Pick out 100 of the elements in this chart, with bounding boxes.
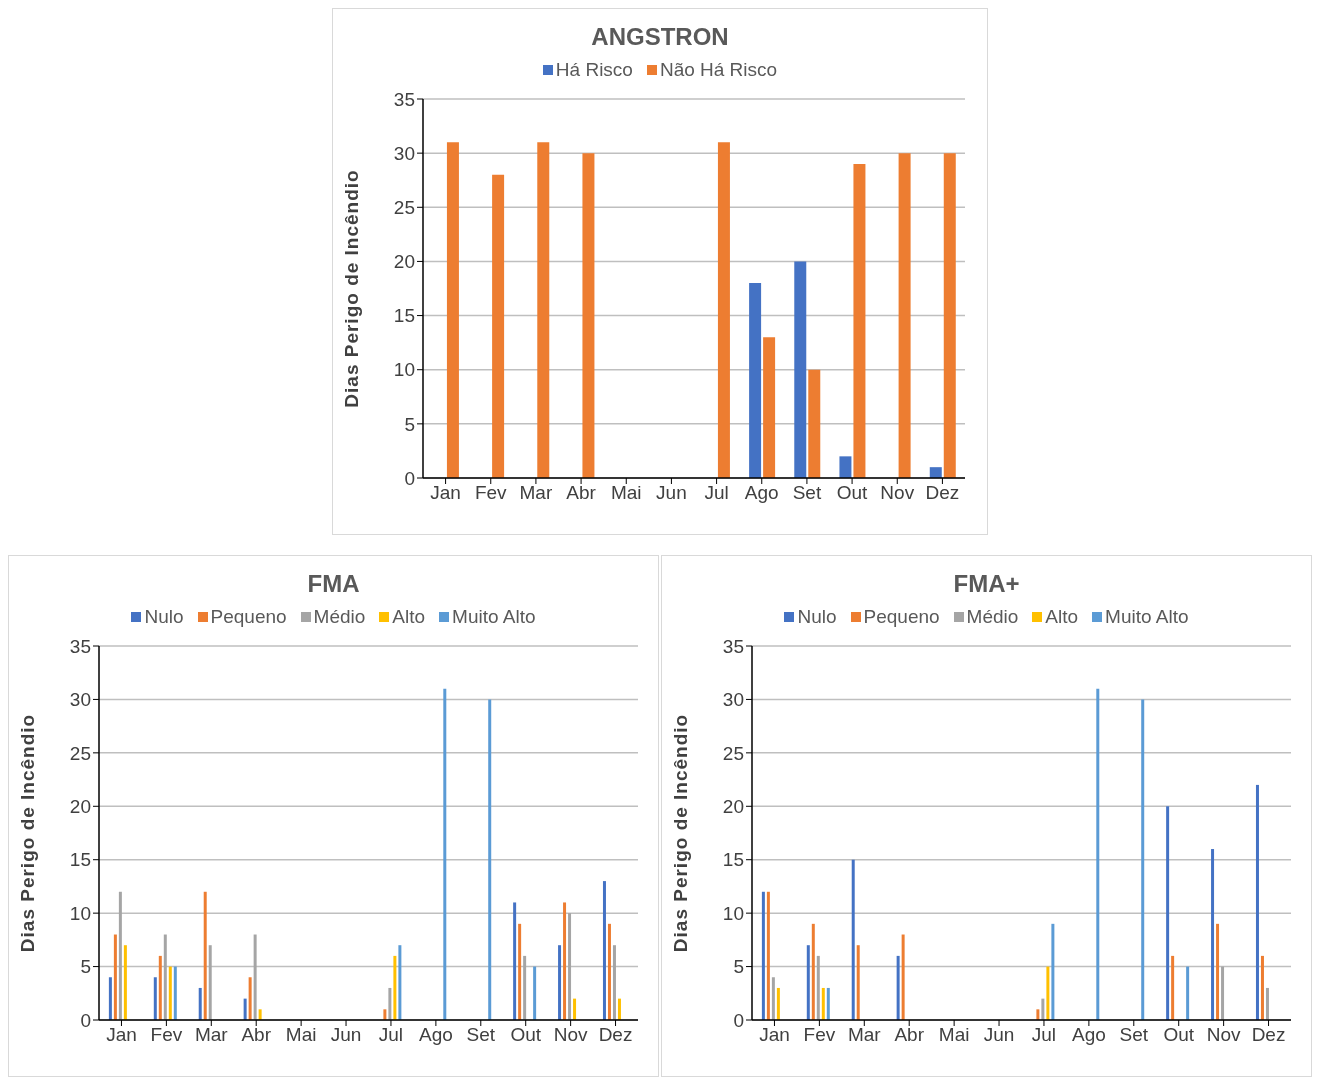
bar	[1046, 966, 1050, 1020]
x-tick-label: Abr	[566, 482, 597, 504]
legend-label: Pequeno	[863, 606, 940, 628]
bar	[617, 998, 621, 1020]
bar	[1216, 923, 1220, 1020]
x-tick-label: Dez	[598, 1024, 633, 1046]
y-tick-label: 30	[722, 689, 744, 711]
bar	[811, 923, 815, 1020]
y-tick-label: 25	[393, 197, 415, 219]
y-tick-label: 15	[69, 849, 91, 871]
x-tick-label: Out	[510, 1024, 542, 1046]
bar	[113, 934, 117, 1020]
y-tick-label: 5	[80, 956, 91, 978]
bar	[582, 153, 595, 478]
x-tick-label: Nov	[880, 482, 915, 504]
legend-label: Médio	[313, 606, 366, 628]
bar	[1265, 987, 1269, 1020]
bar	[203, 891, 207, 1020]
x-tick-label: Ago	[1071, 1024, 1106, 1046]
bar	[607, 923, 611, 1020]
bar	[1171, 955, 1175, 1020]
x-tick-label: Mar	[194, 1024, 229, 1046]
y-axis-title: Dias Perigo de Incêndio	[669, 713, 691, 953]
bar	[443, 688, 447, 1020]
y-tick-label: 5	[733, 956, 744, 978]
chart-title: FMA	[306, 569, 361, 599]
x-tick-label: Jul	[378, 1024, 404, 1046]
x-tick-label: Jan	[106, 1024, 137, 1046]
y-tick-label: 5	[404, 413, 415, 435]
x-tick-label: Jun	[330, 1024, 362, 1046]
bar	[118, 891, 122, 1020]
x-tick-label: Jun	[656, 482, 687, 504]
bar	[763, 337, 776, 478]
x-tick-label: Jan	[430, 482, 461, 504]
x-tick-label: Jul	[704, 482, 729, 504]
bar	[901, 934, 905, 1020]
bar	[1211, 849, 1215, 1020]
chart-title: ANGSTRON	[590, 22, 730, 52]
bar	[1051, 923, 1055, 1020]
bar	[1260, 955, 1264, 1020]
legend-label: Nulo	[144, 606, 184, 628]
bar	[523, 955, 527, 1020]
bar	[794, 261, 807, 478]
y-tick-label: 20	[69, 796, 91, 818]
y-tick-label: 25	[722, 742, 744, 764]
bar	[896, 955, 900, 1020]
bar	[198, 987, 202, 1020]
bar	[253, 934, 257, 1020]
bar	[1186, 966, 1190, 1020]
bar	[108, 977, 112, 1020]
bar	[533, 966, 537, 1020]
bar	[383, 1009, 387, 1020]
bar	[1141, 699, 1145, 1020]
y-tick-label: 20	[393, 251, 415, 273]
bar	[749, 283, 762, 478]
bar	[766, 891, 770, 1020]
bar	[851, 859, 855, 1020]
x-tick-label: Mai	[938, 1024, 970, 1046]
y-tick-label: 0	[733, 1009, 744, 1031]
bar	[839, 456, 852, 478]
x-tick-label: Dez	[925, 482, 960, 504]
y-tick-label: 15	[722, 849, 744, 871]
bar	[388, 987, 392, 1020]
bar	[492, 174, 505, 478]
chart-title: FMA+	[952, 569, 1021, 599]
bar	[856, 945, 860, 1020]
x-tick-label: Abr	[894, 1024, 925, 1046]
bar	[826, 987, 830, 1020]
bar	[158, 955, 162, 1020]
x-tick-label: Fev	[803, 1024, 836, 1046]
bar	[123, 945, 127, 1020]
bar	[488, 699, 492, 1020]
bar	[808, 369, 821, 478]
bar	[717, 142, 730, 478]
x-tick-label: Mai	[285, 1024, 317, 1046]
legend-label: Médio	[966, 606, 1019, 628]
bar	[537, 142, 550, 478]
bar	[943, 153, 956, 478]
legend-label: Não Há Risco	[659, 59, 778, 81]
bar	[208, 945, 212, 1020]
bar	[1041, 998, 1045, 1020]
y-tick-label: 10	[722, 902, 744, 924]
y-tick-label: 0	[404, 467, 415, 489]
x-tick-label: Abr	[241, 1024, 272, 1046]
legend-label: Há Risco	[555, 59, 633, 81]
bar	[518, 923, 522, 1020]
bar	[563, 902, 567, 1020]
bar	[771, 977, 775, 1020]
legend-label: Pequeno	[210, 606, 287, 628]
y-tick-label: 35	[722, 635, 744, 657]
y-tick-label: 30	[393, 142, 415, 164]
x-tick-label: Jul	[1031, 1024, 1057, 1046]
bar	[173, 966, 177, 1020]
bar	[853, 163, 866, 478]
bar	[806, 945, 810, 1020]
x-tick-label: Dez	[1251, 1024, 1286, 1046]
y-axis-title: Dias Perigo de Incêndio	[340, 169, 362, 408]
bar	[513, 902, 517, 1020]
y-tick-label: 25	[69, 742, 91, 764]
x-tick-label: Fev	[474, 482, 508, 504]
